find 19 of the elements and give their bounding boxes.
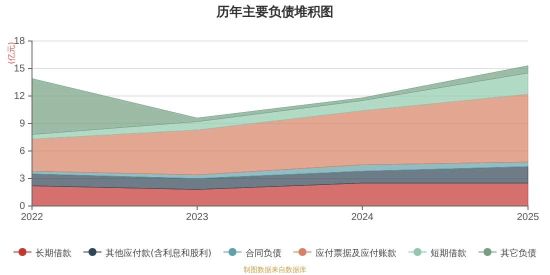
legend-label: 其它负债 (500, 248, 537, 259)
y-tick-label: 3 (19, 174, 26, 185)
legend-label: 短期借款 (430, 248, 467, 259)
x-tick-label: 2023 (186, 212, 209, 224)
x-tick-label: 2022 (20, 212, 44, 224)
y-tick-label: 15 (14, 64, 26, 75)
y-tick-label: 12 (14, 91, 26, 102)
y-tick-label: 9 (19, 118, 26, 130)
y-axis-title: (亿元) (7, 42, 16, 64)
legend-label: 其他应付款(含利息和股利) (105, 248, 212, 259)
legend-label: 长期借款 (35, 248, 72, 259)
y-tick-label: 6 (19, 146, 26, 158)
legend-label: 合同负债 (246, 248, 282, 259)
x-tick-label: 2024 (351, 212, 374, 224)
x-tick-label: 2025 (516, 212, 540, 224)
legend-label: 应付票据及应付账款 (316, 248, 397, 259)
y-tick-label: 0 (19, 201, 26, 212)
chart-title: 历年主要负债堆积图 (216, 4, 334, 20)
y-tick-label: 18 (14, 36, 26, 48)
